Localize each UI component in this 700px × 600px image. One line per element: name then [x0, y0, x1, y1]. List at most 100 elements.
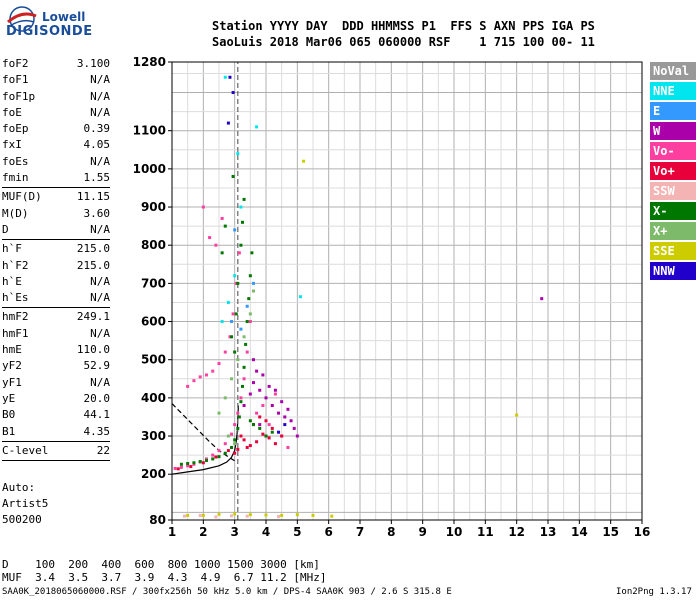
param-row-yf2: yF2 52.9 — [2, 358, 110, 374]
x-tick-label: 14 — [571, 525, 588, 539]
param-name: yF2 — [2, 359, 22, 373]
echo-point — [230, 514, 234, 518]
param-row-mufd: MUF(D) 11.15 — [2, 189, 110, 205]
param-row-hme: hmE 110.0 — [2, 342, 110, 358]
echo-point — [233, 451, 237, 455]
echo-point — [233, 512, 237, 516]
echo-point — [226, 434, 230, 438]
x-tick-label: 1 — [168, 525, 176, 539]
echo-point — [241, 220, 244, 224]
echo-point — [239, 434, 243, 438]
echo-point — [264, 396, 268, 400]
y-tick-label: 1280 — [133, 55, 166, 69]
echo-point — [251, 281, 255, 285]
param-row-hmf1: hmF1 N/A — [2, 326, 110, 342]
param-separator — [2, 239, 110, 241]
param-row-foe: foE N/A — [2, 105, 110, 121]
echo-point — [242, 404, 246, 407]
param-name: foEp — [2, 122, 29, 136]
echo-point — [242, 438, 246, 442]
echo-point — [233, 423, 237, 427]
echo-point — [242, 335, 246, 339]
echo-point — [264, 513, 268, 517]
echo-point — [270, 404, 274, 407]
param-row-foep: foEp 0.39 — [2, 121, 110, 137]
echo-point — [261, 432, 265, 436]
echo-point — [295, 434, 299, 438]
y-tick-label: 1100 — [133, 124, 166, 138]
echo-point — [233, 350, 237, 354]
parameters-panel: foF2 3.100 foF1 N/A foF1p N/A foE N/A foEp 0.39 fx… — [2, 56, 110, 462]
param-row-hf2: h`F2 215.0 — [2, 258, 110, 274]
param-value: 11.15 — [76, 190, 110, 204]
echo-point — [204, 457, 208, 461]
param-name: hmE — [2, 343, 22, 357]
param-value: 3.60 — [83, 206, 111, 220]
x-tick-label: 6 — [324, 525, 332, 539]
echo-point — [267, 436, 271, 440]
legend-item-xplus: X+ — [650, 222, 696, 240]
param-value: N/A — [90, 154, 110, 168]
echo-point — [264, 419, 268, 423]
station-header: Station YYYY DAY DDD HHMMSS P1 FFS S AXN… — [212, 18, 595, 50]
echo-point — [248, 320, 252, 324]
param-value: N/A — [90, 89, 110, 103]
echo-point — [255, 369, 259, 373]
param-name: fxI — [2, 138, 22, 152]
param-value: 20.0 — [83, 391, 111, 405]
echo-point — [239, 205, 243, 209]
echo-point — [211, 453, 215, 457]
param-value: N/A — [90, 105, 110, 119]
y-tick-label: 200 — [141, 467, 166, 481]
profile-line-dashed — [171, 403, 236, 462]
echo-point — [198, 513, 202, 517]
param-value: N/A — [90, 375, 110, 389]
echo-point — [236, 447, 240, 451]
echo-point — [273, 388, 277, 392]
param-separator — [2, 440, 110, 442]
auto-line3: 500200 — [2, 513, 42, 526]
y-tick-label: 600 — [141, 315, 166, 329]
echo-point — [250, 251, 254, 255]
x-tick-label: 16 — [634, 525, 651, 539]
echo-point — [230, 320, 234, 324]
echo-point — [280, 434, 284, 438]
header-line2: SaoLuis 2018 Mar06 065 060000 RSF 1 715 … — [212, 35, 595, 49]
echo-point — [236, 358, 240, 362]
legend-item-noval: NoVal — [650, 62, 696, 80]
echo-point — [540, 297, 544, 301]
echo-point — [214, 455, 218, 459]
param-value: N/A — [90, 73, 110, 87]
param-value: 215.0 — [76, 258, 110, 272]
echo-point — [286, 407, 290, 411]
echo-point — [217, 362, 221, 366]
echo-point — [204, 373, 208, 377]
d-row: D 100 200 400 600 800 1000 1500 3000 [km… — [2, 558, 320, 571]
echo-point — [247, 297, 251, 301]
echo-point — [244, 342, 248, 346]
x-tick-label: 3 — [230, 525, 238, 539]
x-tick-label: 9 — [418, 525, 426, 539]
echo-point — [242, 365, 246, 369]
echo-point — [236, 281, 240, 285]
polarization-legend: NoVal NNE E W Vo- Vo+ SSW X- X+ SSE NNW — [650, 62, 696, 282]
echo-point — [223, 350, 227, 354]
x-tick-label: 7 — [356, 525, 364, 539]
echo-point — [226, 300, 230, 304]
param-row-md: M(D) 3.60 — [2, 206, 110, 222]
echo-point — [248, 312, 252, 316]
echo-point — [280, 513, 284, 517]
param-name: h`F2 — [2, 258, 29, 272]
y-tick-label: 300 — [141, 429, 166, 443]
echo-point — [248, 392, 252, 396]
echo-point — [258, 423, 262, 427]
param-value: 52.9 — [83, 359, 111, 373]
header-line1: Station YYYY DAY DDD HHMMSS P1 FFS S AXN… — [212, 19, 595, 33]
param-value: N/A — [90, 274, 110, 288]
param-name: MUF(D) — [2, 190, 42, 204]
plot-tick-labels: 1 2 3 4 5 6 7 8 9 10 11 12 13 14 15 1680200300400500600… — [133, 55, 651, 539]
echo-point — [245, 320, 249, 324]
echo-point — [236, 411, 240, 415]
echo-point — [239, 243, 243, 247]
echo-point — [251, 381, 255, 385]
